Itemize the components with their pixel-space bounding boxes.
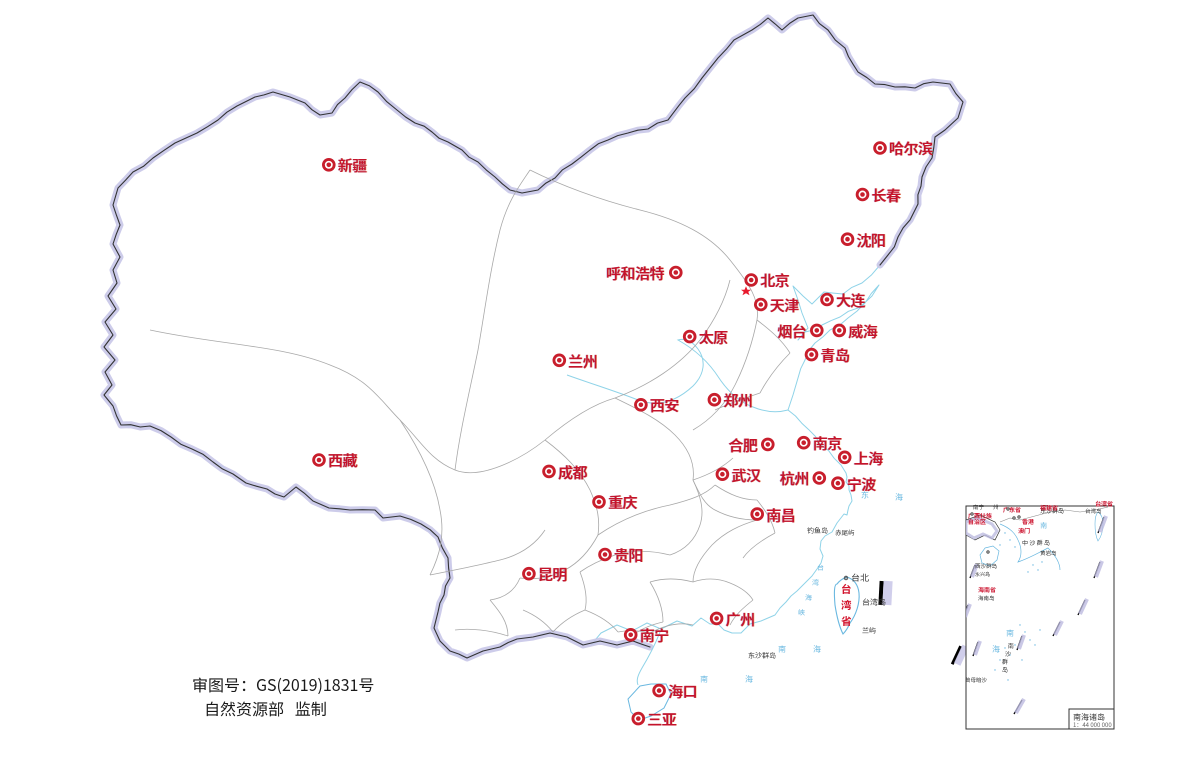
svg-text:南: 南 [1040, 521, 1047, 531]
svg-text:南: 南 [778, 644, 786, 655]
svg-text:岛: 岛 [1002, 665, 1008, 674]
svg-text:自治区: 自治区 [968, 517, 986, 526]
svg-text:省: 省 [841, 614, 852, 629]
svg-text:香港: 香港 [1022, 517, 1034, 526]
svg-text:南: 南 [1006, 628, 1014, 639]
svg-text:澳门: 澳门 [1018, 526, 1030, 535]
svg-text:湾: 湾 [812, 578, 819, 588]
svg-text:海: 海 [813, 644, 821, 655]
svg-text:海: 海 [992, 644, 1000, 655]
svg-text:台: 台 [841, 582, 852, 597]
svg-text:东沙群岛: 东沙群岛 [748, 651, 776, 661]
svg-text:海: 海 [895, 492, 903, 503]
svg-text:台湾省: 台湾省 [1095, 499, 1113, 508]
svg-text:钓鱼岛: 钓鱼岛 [807, 526, 828, 536]
svg-text:永兴岛: 永兴岛 [975, 571, 990, 578]
svg-text:海南省: 海南省 [978, 585, 996, 594]
svg-text:南: 南 [700, 674, 708, 685]
svg-text:1：44 000 000: 1：44 000 000 [1073, 720, 1112, 729]
svg-text:曾母暗沙: 曾母暗沙 [965, 676, 988, 684]
svg-text:西沙群岛: 西沙群岛 [975, 562, 998, 570]
svg-text:东: 东 [861, 490, 869, 501]
svg-text:海南岛: 海南岛 [978, 594, 995, 602]
svg-text:广东省: 广东省 [1003, 505, 1021, 514]
svg-text:黄岩岛: 黄岩岛 [1040, 549, 1057, 557]
svg-text:台湾岛: 台湾岛 [1085, 507, 1102, 515]
svg-text:海: 海 [805, 593, 812, 603]
svg-text:州: 州 [993, 503, 999, 511]
svg-text:海: 海 [745, 674, 753, 685]
svg-text:峡: 峡 [798, 608, 805, 618]
svg-text:南宁: 南宁 [973, 503, 985, 511]
svg-text:赤尾屿: 赤尾屿 [835, 527, 855, 537]
svg-text:兰屿: 兰屿 [862, 626, 876, 636]
svg-text:湾: 湾 [841, 598, 852, 613]
svg-text:福建省: 福建省 [1040, 503, 1058, 512]
svg-text:台北: 台北 [851, 571, 869, 584]
svg-text:台湾岛: 台湾岛 [862, 597, 886, 608]
svg-text:中 沙 群 岛: 中 沙 群 岛 [1022, 538, 1050, 547]
svg-text:台: 台 [817, 563, 824, 573]
